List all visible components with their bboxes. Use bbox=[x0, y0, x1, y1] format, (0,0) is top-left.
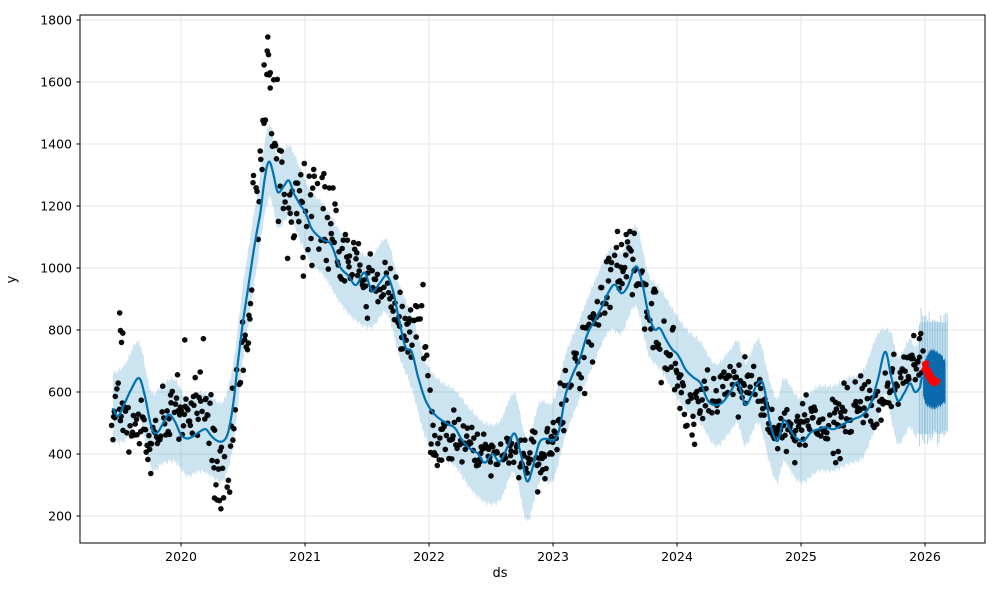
x-tick-label: 2021 bbox=[289, 549, 321, 564]
y-tick-label: 1400 bbox=[40, 136, 72, 151]
x-tick-label: 2022 bbox=[413, 549, 445, 564]
x-tick-label: 2023 bbox=[537, 549, 569, 564]
y-tick-label: 200 bbox=[48, 509, 72, 524]
x-tick-label: 2026 bbox=[909, 549, 941, 564]
x-tick-label: 2025 bbox=[785, 549, 817, 564]
x-axis-label: ds bbox=[492, 566, 508, 581]
y-tick-label: 1600 bbox=[40, 74, 72, 89]
axes-frame bbox=[79, 14, 986, 544]
uncertainty-band bbox=[112, 123, 920, 522]
x-tick-label: 2024 bbox=[661, 549, 693, 564]
x-tick-labels: 2020 2021 2022 2023 2024 2025 2026 bbox=[165, 543, 941, 564]
y-tick-label: 600 bbox=[48, 385, 72, 400]
forecast-line bbox=[111, 160, 923, 483]
y-tick-label: 1800 bbox=[40, 12, 72, 27]
y-tick-label: 1200 bbox=[40, 198, 72, 213]
y-tick-label: 800 bbox=[48, 323, 72, 338]
y-tick-label: 1000 bbox=[40, 260, 72, 275]
y-axis-label: y bbox=[4, 275, 20, 284]
grid-lines bbox=[80, 15, 985, 543]
y-tick-label: 400 bbox=[48, 447, 72, 462]
y-tick-labels: 200 400 600 800 1000 1200 1400 1600 1800 bbox=[40, 12, 80, 524]
anomaly-points bbox=[921, 360, 941, 387]
x-tick-label: 2020 bbox=[165, 549, 197, 564]
